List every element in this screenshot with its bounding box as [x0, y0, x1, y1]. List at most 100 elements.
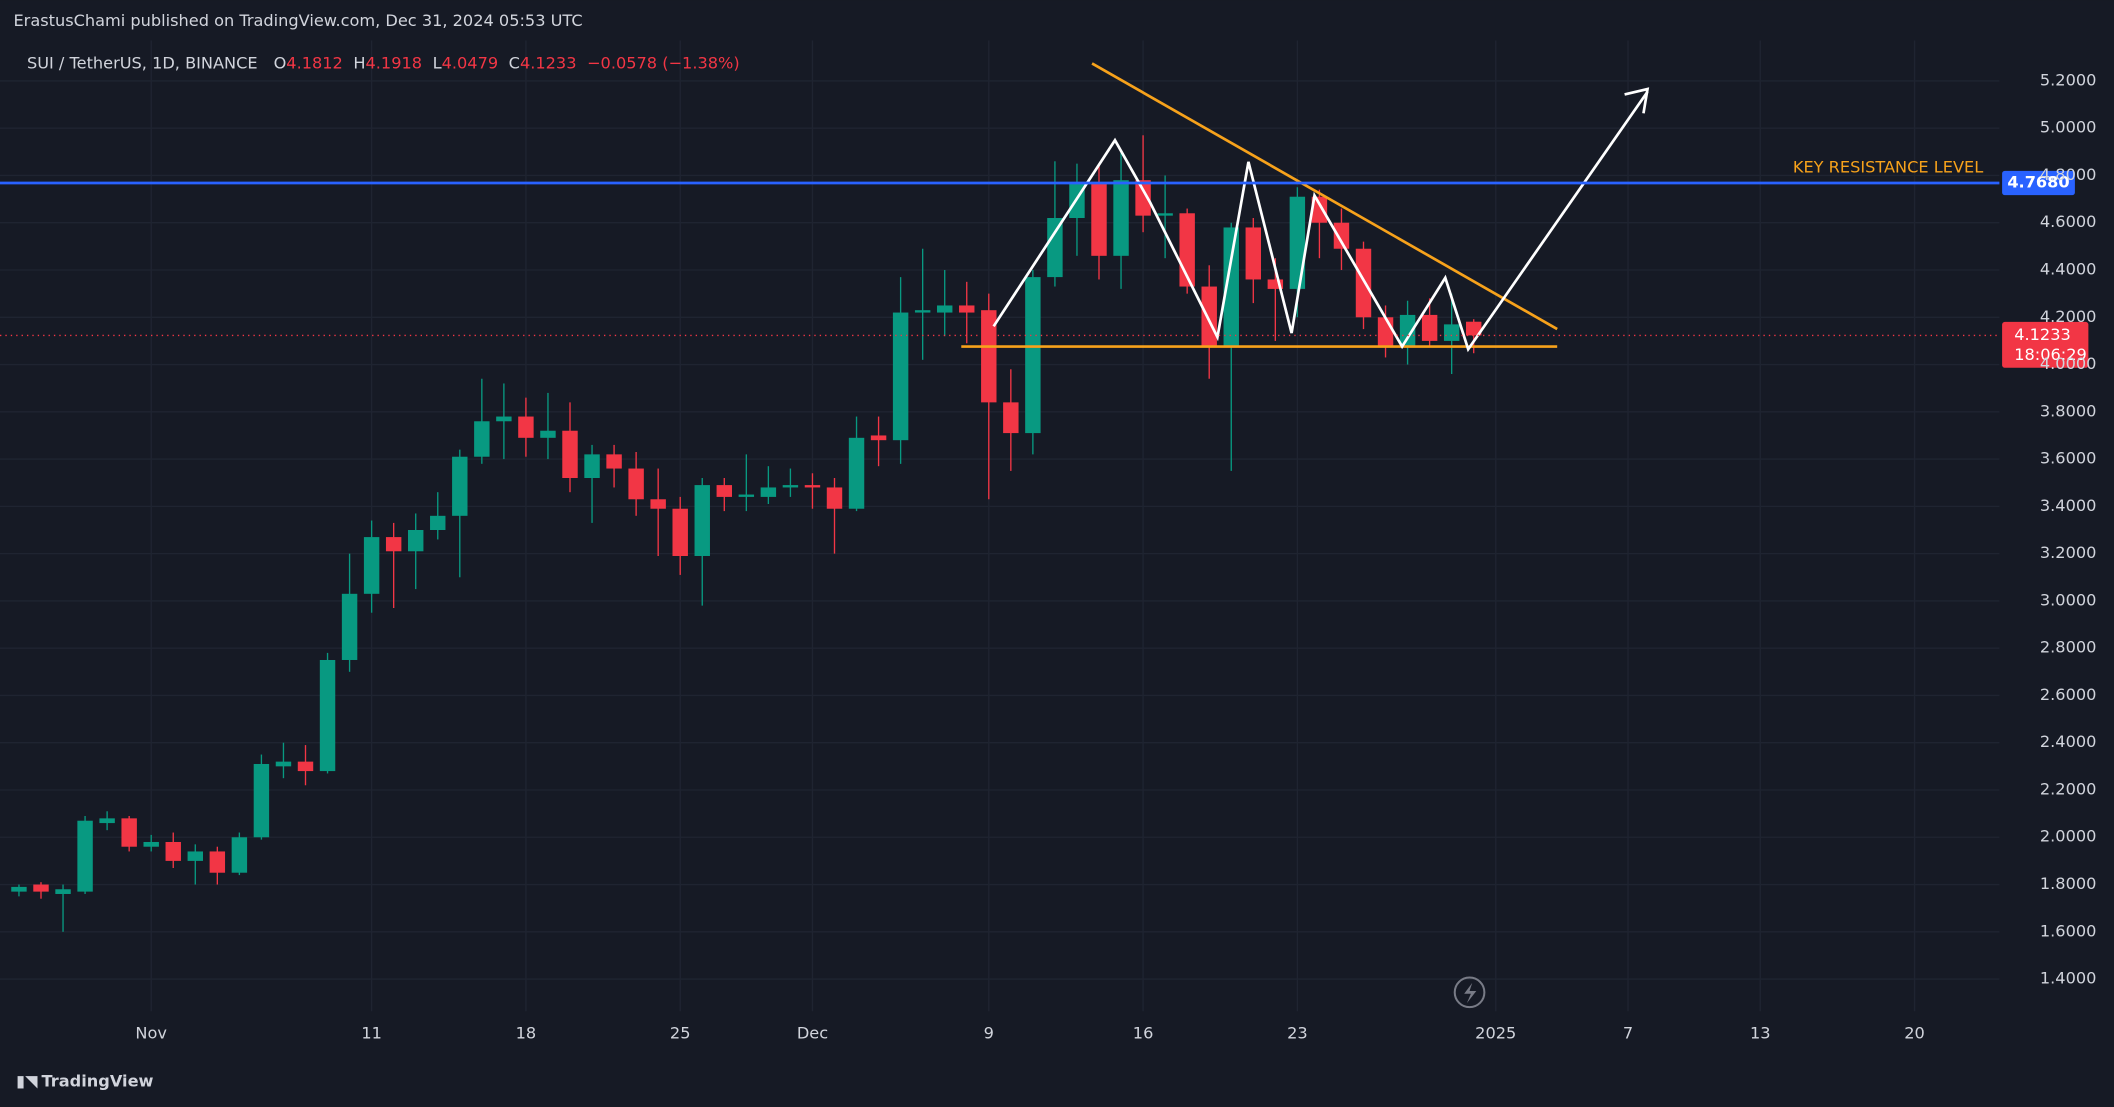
y-tick-label: 1.4000	[2040, 969, 2097, 988]
candle-body	[1223, 227, 1239, 346]
candle-body	[1465, 321, 1482, 336]
resistance-label: KEY RESISTANCE LEVEL	[1793, 158, 1983, 177]
candle-body	[1311, 196, 1328, 223]
candle-body	[870, 435, 887, 441]
candle-body	[1091, 182, 1107, 256]
candle-body	[1135, 180, 1151, 216]
resistance-price-label: 4.7680	[2007, 173, 2069, 192]
candle-body	[99, 818, 115, 824]
y-tick-label: 4.0000	[2040, 354, 2097, 373]
y-tick-label: 3.2000	[2040, 543, 2097, 562]
candle-body	[165, 841, 181, 861]
candle-body	[1113, 180, 1129, 256]
candle-body	[1355, 248, 1372, 318]
x-tick-label: 2025	[1475, 1024, 1516, 1043]
candle-body	[474, 421, 490, 457]
y-tick-label: 4.6000	[2040, 212, 2097, 231]
candle-body	[385, 537, 402, 552]
candle-body	[55, 889, 71, 894]
candle-body	[1289, 196, 1306, 289]
current-price-label: 4.1233	[2014, 325, 2071, 344]
resistance-price-box	[2002, 170, 2075, 196]
x-tick-label: 20	[1904, 1024, 1925, 1043]
x-tick-label: 23	[1287, 1024, 1308, 1043]
y-tick-label: 3.6000	[2040, 449, 2097, 468]
y-tick-label: 3.0000	[2040, 590, 2097, 609]
candle-body	[694, 485, 710, 556]
x-tick-label: Dec	[797, 1024, 828, 1043]
candle-body	[804, 485, 821, 488]
arrow-head	[1624, 87, 1650, 114]
candle-body	[914, 310, 931, 313]
y-tick-label: 4.2000	[2040, 307, 2097, 326]
candle-body	[892, 312, 909, 441]
y-tick-label: 2.0000	[2040, 827, 2097, 846]
candle-body	[143, 841, 159, 847]
candle-body	[253, 763, 270, 838]
candle-body	[275, 761, 292, 767]
candle-body	[231, 837, 248, 873]
x-tick-label: 11	[361, 1024, 382, 1043]
candle-body	[33, 884, 49, 892]
candle-body	[518, 416, 534, 438]
x-tick-label: 18	[516, 1024, 537, 1043]
candle-body	[341, 593, 358, 660]
ohlc-letter: H	[353, 53, 365, 72]
candle-body	[782, 485, 799, 488]
candle-body	[319, 659, 336, 772]
y-tick-label: 4.4000	[2040, 260, 2097, 279]
candle-body	[1421, 314, 1438, 341]
y-tick-label: 1.6000	[2040, 921, 2097, 940]
x-tick-label: 25	[670, 1024, 691, 1043]
x-tick-label: 7	[1623, 1024, 1633, 1043]
high-value: 4.1918	[366, 53, 423, 72]
candle-body	[1377, 317, 1394, 346]
candle-body	[628, 468, 644, 500]
zigzag-path	[992, 90, 1649, 353]
ohlc-letter: C	[509, 53, 520, 72]
candle-body	[826, 487, 843, 509]
candle-body	[716, 485, 733, 497]
y-tick-label: 2.2000	[2040, 779, 2097, 798]
publisher-header: ErastusChami published on TradingView.co…	[13, 11, 582, 30]
symbol-title: SUI / TetherUS, 1D, BINANCE	[27, 53, 258, 72]
current-price-box	[2002, 321, 2089, 368]
candle-body	[1003, 402, 1019, 434]
y-tick-label: 3.4000	[2040, 496, 2097, 515]
y-tick-label: 2.4000	[2040, 732, 2097, 751]
countdown-label: 18:06:29	[2014, 345, 2087, 364]
candle-body	[1267, 279, 1284, 289]
candle-body	[760, 487, 777, 497]
y-tick-label: 2.6000	[2040, 685, 2097, 704]
low-value: 4.0479	[442, 53, 499, 72]
y-tick-label: 4.8000	[2040, 165, 2097, 184]
candle-body	[1201, 286, 1217, 346]
y-tick-label: 5.2000	[2040, 70, 2097, 89]
y-tick-label: 1.8000	[2040, 874, 2097, 893]
candle-body	[297, 761, 314, 772]
x-tick-label: 13	[1750, 1024, 1771, 1043]
candle-body	[187, 851, 204, 861]
y-tick-label: 2.8000	[2040, 638, 2097, 657]
close-value: 4.1233	[520, 53, 577, 72]
ohlc-letter: L	[433, 53, 442, 72]
x-tick-label: 16	[1133, 1024, 1154, 1043]
ohlc-letter: O	[274, 53, 287, 72]
candle-body	[738, 494, 755, 497]
footer-logo: ▮◥ TradingView	[16, 1071, 153, 1090]
candle-body	[562, 430, 578, 478]
logo-mark: ▮◥	[16, 1071, 38, 1090]
candles	[11, 135, 1482, 932]
candle-body	[1047, 218, 1063, 278]
candle-body	[650, 499, 666, 509]
lightning-icon[interactable]	[1453, 976, 1486, 1009]
lightning-bolt	[1464, 982, 1477, 1004]
trendline	[1091, 62, 1558, 331]
open-value: 4.1812	[286, 53, 343, 72]
candle-body	[1443, 324, 1460, 341]
candle-body	[672, 508, 688, 556]
candle-body	[1025, 277, 1041, 434]
candle-body	[121, 818, 137, 847]
